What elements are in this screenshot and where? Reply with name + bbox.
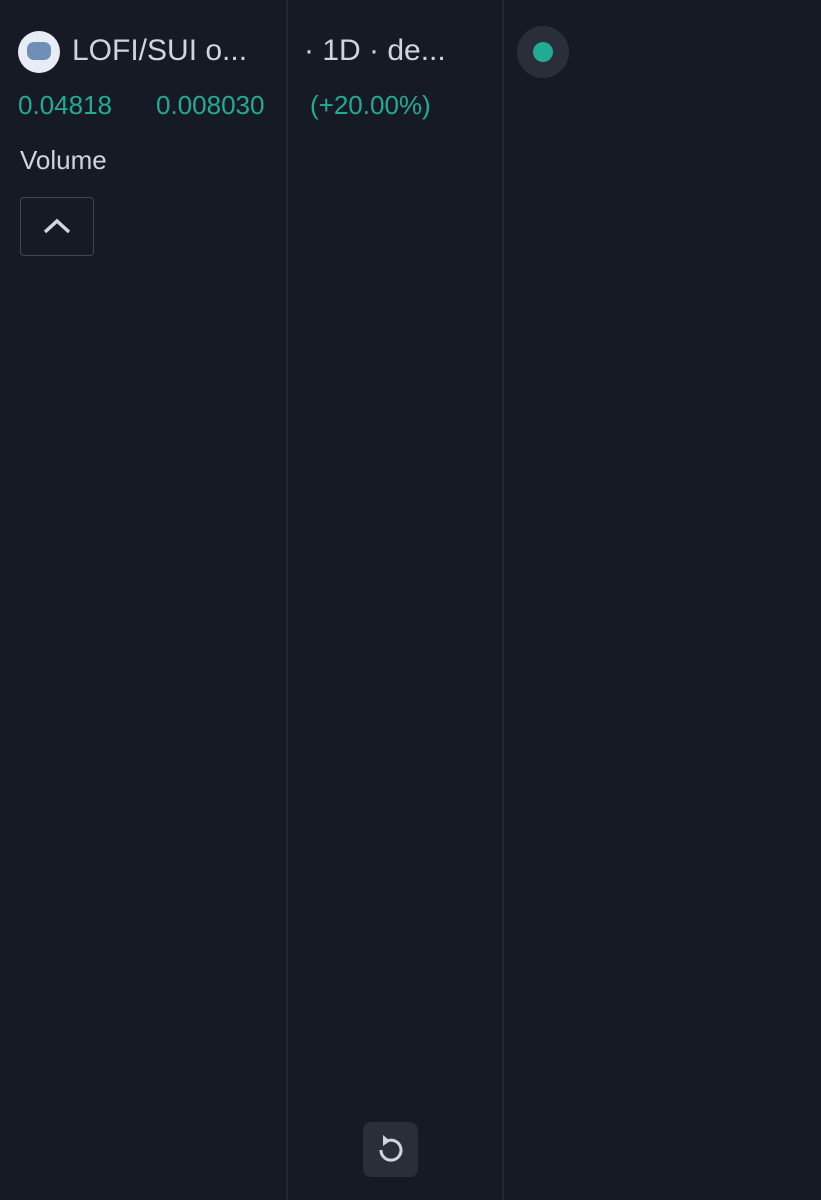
reset-bg[interactable] (363, 1122, 418, 1177)
collapse-button[interactable] (20, 197, 94, 256)
indicator-label: Volume (20, 145, 107, 175)
reset-icon[interactable] (379, 1138, 403, 1162)
reset-icon-arrow (383, 1135, 390, 1146)
chevron-path (43, 218, 71, 234)
price: 0.04818 (18, 90, 112, 120)
status-dot (533, 42, 553, 62)
change: 0.008030 (156, 90, 265, 120)
icon-face (27, 42, 51, 60)
change-pct: (+20.00%) (310, 90, 431, 120)
symbol[interactable]: LOFI/SUI o... (72, 34, 248, 67)
status-bg[interactable] (517, 26, 569, 78)
symbol-icon[interactable] (18, 31, 60, 73)
reset-button[interactable] (363, 1122, 418, 1177)
interval[interactable]: · 1D · de... (304, 34, 446, 67)
chevron (43, 218, 71, 234)
